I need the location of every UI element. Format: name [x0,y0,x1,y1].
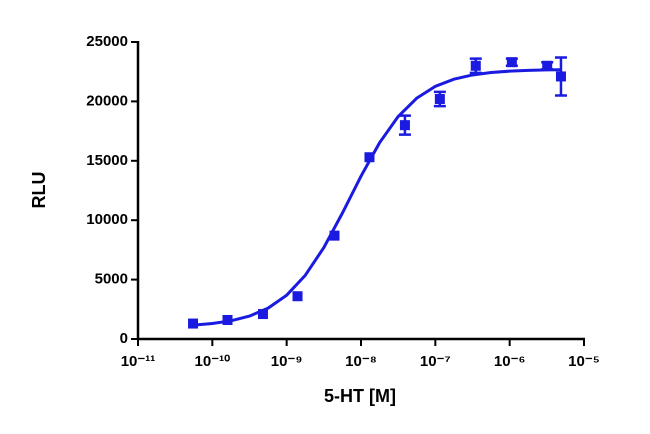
data-point [434,94,445,105]
data-point [364,152,375,163]
fit-curve [193,68,562,327]
y-tick-label: 0 [120,330,128,347]
x-axis-label: 5-HT [M] [324,386,396,406]
x-tick-label: 10⁻⁸ [345,353,377,370]
data-point [555,71,566,82]
data-point [292,291,303,302]
y-axis-label: RLU [29,172,49,209]
data-point [188,318,199,329]
x-tick-label: 10⁻⁷ [420,353,451,370]
y-tick-label: 10000 [86,211,128,228]
x-tick-label: 10⁻¹¹ [121,353,156,370]
x-tick-label: 10⁻⁶ [494,353,526,370]
data-point [506,57,517,68]
y-tick-label: 15000 [86,152,128,169]
data-point [329,230,340,241]
data-point [257,309,268,320]
x-tick-label: 10⁻⁹ [271,353,303,370]
data-point [542,60,553,71]
y-tick-label: 20000 [86,92,128,109]
x-tick-label: 10⁻⁵ [568,353,600,370]
y-tick-label: 25000 [86,33,128,50]
y-tick-label: 5000 [95,271,128,288]
data-point [399,120,410,131]
x-tick-label: 10⁻¹⁰ [195,353,231,370]
data-point [470,60,481,71]
